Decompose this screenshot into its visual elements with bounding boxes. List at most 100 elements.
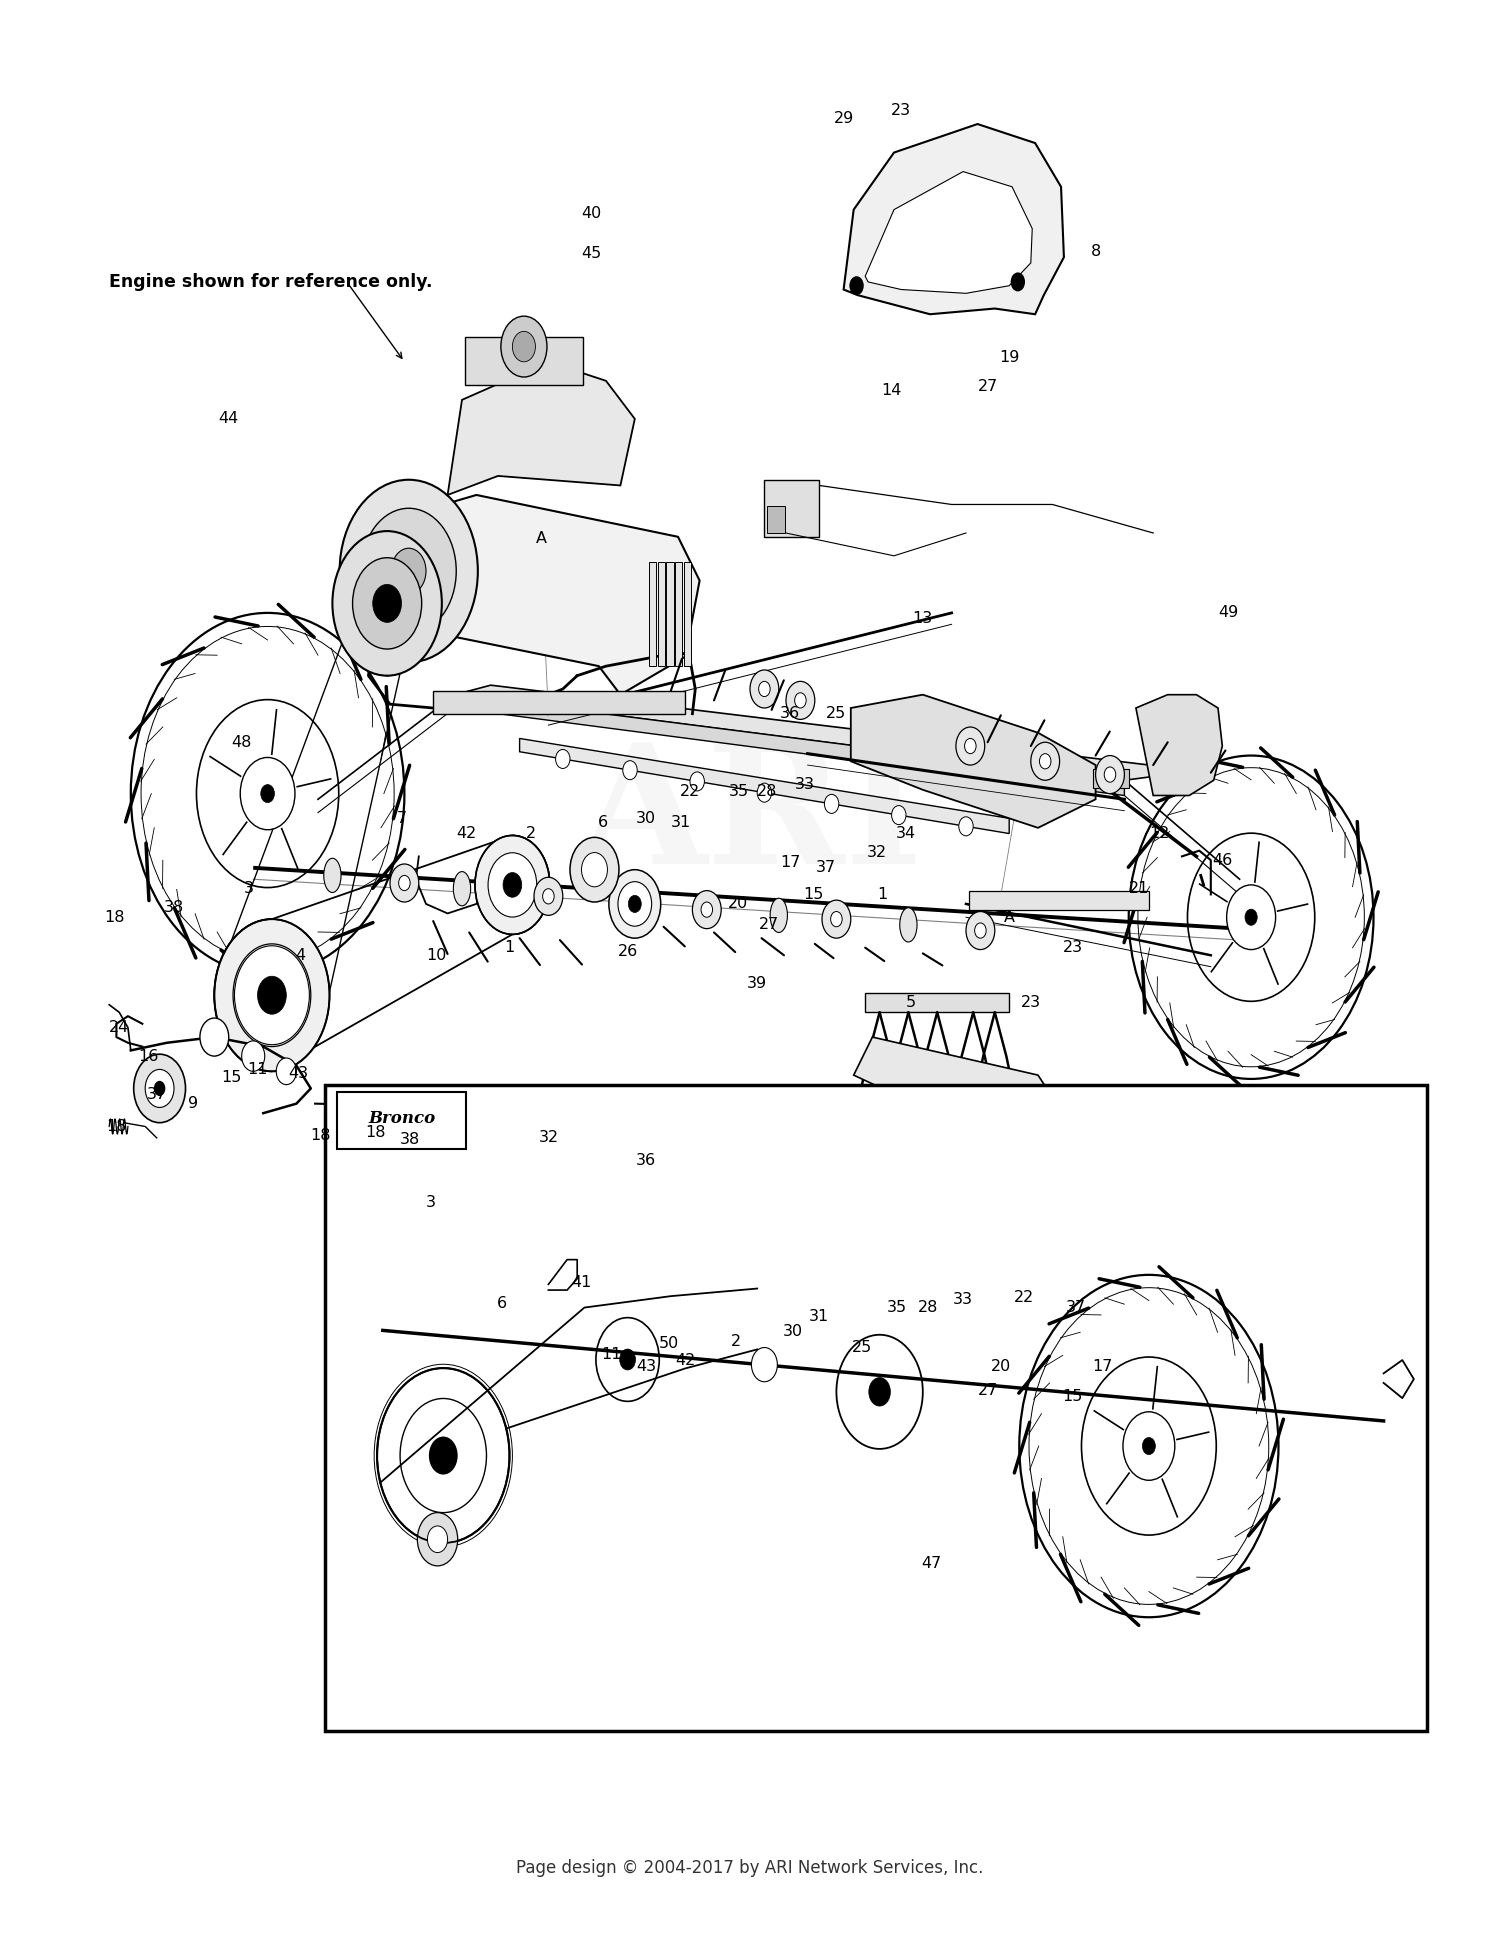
Text: 25: 25 <box>827 707 846 722</box>
Polygon shape <box>454 695 1125 796</box>
Text: 11: 11 <box>248 1062 268 1077</box>
Text: 8: 8 <box>1090 245 1101 258</box>
Circle shape <box>501 316 548 377</box>
Bar <box>650 561 657 666</box>
Text: 23: 23 <box>1020 996 1041 1011</box>
Circle shape <box>134 1054 186 1122</box>
Circle shape <box>429 1436 457 1475</box>
Text: 38: 38 <box>400 1132 420 1147</box>
Text: 33: 33 <box>795 776 814 792</box>
Text: 45: 45 <box>582 247 602 260</box>
Text: 34: 34 <box>896 827 915 840</box>
Circle shape <box>849 276 864 295</box>
Ellipse shape <box>770 899 788 932</box>
Ellipse shape <box>261 784 274 804</box>
Circle shape <box>759 681 770 697</box>
Circle shape <box>964 738 976 753</box>
Bar <box>658 561 664 666</box>
Circle shape <box>891 806 906 825</box>
Text: Page design © 2004-2017 by ARI Network Services, Inc.: Page design © 2004-2017 by ARI Network S… <box>516 1859 984 1877</box>
Circle shape <box>154 1081 165 1097</box>
Text: 18: 18 <box>105 910 125 924</box>
Text: 19: 19 <box>999 351 1020 365</box>
Text: 27: 27 <box>978 1384 998 1398</box>
Circle shape <box>752 1347 777 1382</box>
Polygon shape <box>447 361 634 495</box>
Circle shape <box>795 693 806 708</box>
Text: 22: 22 <box>680 784 699 800</box>
Circle shape <box>372 584 402 623</box>
Circle shape <box>234 945 309 1044</box>
Circle shape <box>214 920 330 1071</box>
Text: 32: 32 <box>538 1130 558 1145</box>
Circle shape <box>958 817 974 837</box>
Text: 28: 28 <box>918 1300 939 1314</box>
Polygon shape <box>375 495 699 695</box>
Circle shape <box>758 782 771 802</box>
Circle shape <box>242 1040 264 1071</box>
Circle shape <box>831 912 842 926</box>
Text: 44: 44 <box>219 411 239 427</box>
Text: 18: 18 <box>106 1118 126 1134</box>
Circle shape <box>513 332 535 361</box>
Text: 25: 25 <box>852 1339 873 1355</box>
Text: 15: 15 <box>1062 1390 1083 1403</box>
Polygon shape <box>519 738 1010 833</box>
Circle shape <box>822 901 850 938</box>
Circle shape <box>608 1332 648 1386</box>
Text: 27: 27 <box>759 918 778 932</box>
Ellipse shape <box>900 908 916 941</box>
Circle shape <box>488 852 537 916</box>
Text: 30: 30 <box>636 811 657 825</box>
Text: 10: 10 <box>426 947 447 963</box>
Circle shape <box>684 1347 722 1398</box>
Circle shape <box>200 1017 228 1056</box>
Text: 14: 14 <box>880 382 902 398</box>
Circle shape <box>966 912 994 949</box>
Bar <box>465 338 584 384</box>
Text: 41: 41 <box>572 1275 591 1291</box>
Text: 20: 20 <box>990 1359 1011 1374</box>
Polygon shape <box>843 124 1064 314</box>
Text: A: A <box>1004 910 1014 924</box>
Circle shape <box>852 1355 907 1429</box>
Text: 46: 46 <box>1212 852 1233 868</box>
Bar <box>684 561 692 666</box>
Text: 17: 17 <box>780 854 801 870</box>
Text: 35: 35 <box>729 784 748 800</box>
Text: ARI: ARI <box>578 738 922 899</box>
Bar <box>765 479 819 538</box>
Circle shape <box>596 1318 660 1401</box>
Circle shape <box>427 1526 447 1553</box>
Circle shape <box>476 835 550 934</box>
Text: 7: 7 <box>396 811 406 825</box>
Text: 22: 22 <box>1014 1291 1034 1304</box>
Circle shape <box>503 873 522 897</box>
Circle shape <box>276 1058 297 1085</box>
Ellipse shape <box>1245 908 1257 926</box>
Circle shape <box>146 1069 174 1108</box>
Circle shape <box>628 895 642 912</box>
Text: 43: 43 <box>288 1066 308 1081</box>
Circle shape <box>620 1349 636 1370</box>
Bar <box>675 561 682 666</box>
Circle shape <box>837 1335 922 1448</box>
Text: 36: 36 <box>780 707 801 722</box>
Circle shape <box>362 509 456 635</box>
Text: 13: 13 <box>912 611 933 627</box>
Polygon shape <box>454 685 1197 780</box>
Circle shape <box>750 670 778 708</box>
Text: 37: 37 <box>147 1087 166 1102</box>
Ellipse shape <box>1227 885 1275 949</box>
Circle shape <box>956 728 984 765</box>
Text: 1: 1 <box>504 939 515 955</box>
Circle shape <box>825 794 839 813</box>
Circle shape <box>1011 272 1025 291</box>
Text: 48: 48 <box>231 736 252 749</box>
Text: 2: 2 <box>526 827 536 840</box>
Text: 30: 30 <box>783 1324 804 1339</box>
Text: 4: 4 <box>296 947 306 963</box>
Text: 15: 15 <box>802 887 824 903</box>
Circle shape <box>582 852 608 887</box>
Circle shape <box>690 773 705 790</box>
